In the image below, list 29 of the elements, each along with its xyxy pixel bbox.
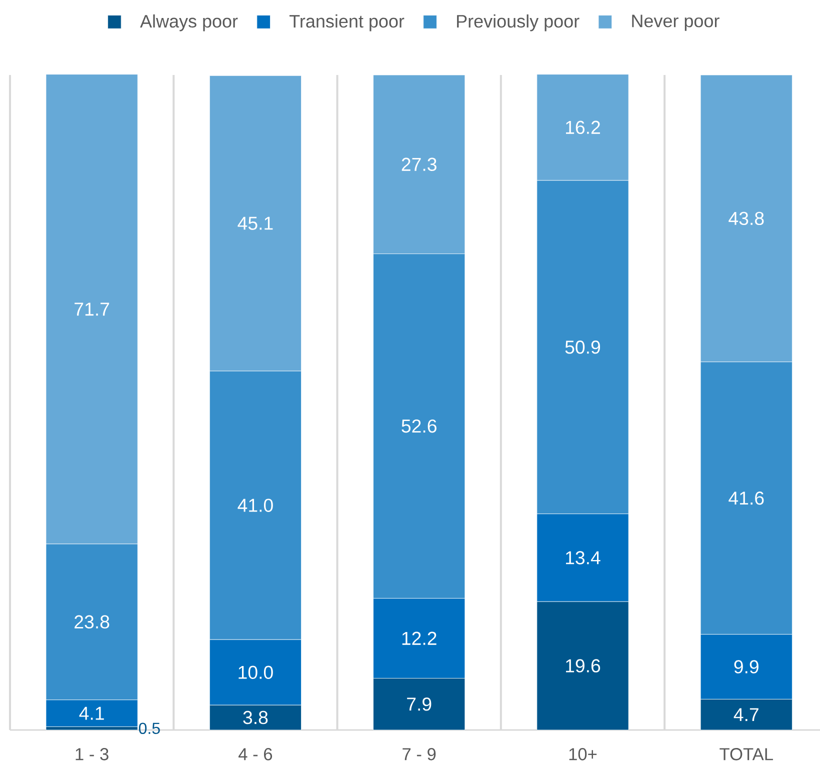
legend-label: Never poor bbox=[632, 14, 720, 31]
x-tick-label: 1 - 3 bbox=[76, 748, 108, 760]
x-tick-label: TOTAL bbox=[720, 748, 773, 760]
legend-label: Previously poor bbox=[457, 14, 580, 32]
data-label: 4.7 bbox=[734, 708, 758, 722]
data-label: 9.9 bbox=[734, 660, 758, 674]
data-label: 27.3 bbox=[402, 158, 436, 172]
data-label: 7.9 bbox=[407, 698, 432, 711]
data-label: 45.1 bbox=[238, 216, 273, 230]
data-label: 0.5 bbox=[138, 722, 160, 734]
data-label: 43.8 bbox=[728, 212, 764, 226]
data-label: 3.8 bbox=[243, 710, 268, 724]
data-label: 71.7 bbox=[74, 302, 110, 316]
x-tick-label: 7 - 9 bbox=[402, 748, 436, 760]
data-label: 10.0 bbox=[238, 666, 273, 679]
legend-label: Always poor bbox=[140, 14, 238, 32]
data-label: 12.2 bbox=[402, 632, 436, 645]
data-label: 4.1 bbox=[79, 706, 104, 720]
x-tick-label: 10+ bbox=[569, 748, 597, 760]
data-label: 16.2 bbox=[566, 120, 600, 134]
data-label: 50.9 bbox=[565, 340, 600, 354]
data-label: 23.8 bbox=[74, 615, 110, 629]
data-label: 41.6 bbox=[728, 492, 764, 505]
data-label: 13.4 bbox=[566, 551, 600, 564]
data-label: 41.0 bbox=[238, 498, 273, 512]
x-tick-label: 4 - 6 bbox=[238, 748, 272, 760]
data-label: 52.6 bbox=[402, 419, 436, 433]
data-label: 19.6 bbox=[566, 659, 600, 672]
legend-label: Transient poor bbox=[290, 14, 404, 32]
